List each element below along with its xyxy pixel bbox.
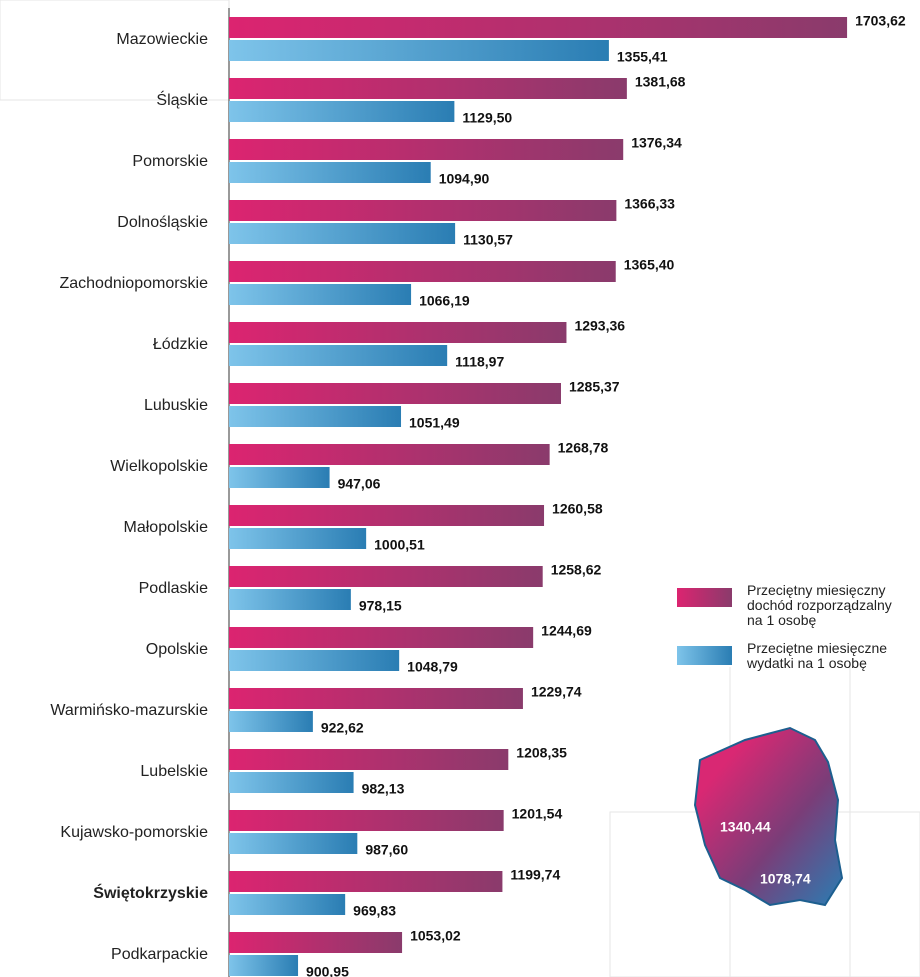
bar (229, 200, 617, 221)
category-label: Wielkopolskie (110, 458, 208, 475)
bar (229, 223, 456, 244)
bar (229, 627, 534, 648)
map-label: 1078,74 (760, 871, 811, 887)
bar (229, 505, 545, 526)
bar (229, 383, 561, 404)
legend-swatch (677, 646, 732, 665)
value-label: 900,95 (306, 964, 349, 977)
bar (229, 40, 609, 61)
bar (229, 284, 412, 305)
value-label: 1268,78 (558, 440, 609, 456)
value-label: 1365,40 (624, 257, 675, 273)
value-label: 1094,90 (439, 171, 490, 187)
category-label: Opolskie (146, 641, 208, 658)
legend-swatch (677, 588, 732, 607)
bar (229, 345, 448, 366)
bar (229, 833, 358, 854)
value-label: 1208,35 (516, 745, 567, 761)
bar (229, 528, 367, 549)
bar (229, 894, 346, 915)
bar (229, 772, 354, 793)
value-label: 1244,69 (541, 623, 592, 639)
value-label: 947,06 (338, 476, 381, 492)
bar (229, 589, 351, 610)
bar (229, 139, 624, 160)
category-label: Małopolskie (124, 519, 209, 536)
value-label: 1201,54 (512, 806, 563, 822)
bar (229, 749, 509, 770)
legend-label: Przeciętny miesięczny dochód rozporządzal… (747, 582, 892, 628)
category-label: Łódzkie (153, 336, 208, 353)
bar (229, 101, 455, 122)
value-label: 922,62 (321, 720, 364, 736)
value-label: 969,83 (353, 903, 396, 919)
value-label: 1048,79 (407, 659, 458, 675)
map-poland (693, 726, 844, 907)
value-label: 1381,68 (635, 74, 686, 90)
value-label: 1293,36 (574, 318, 625, 334)
legend: Przeciętny miesięczny dochód rozporządzal… (677, 582, 892, 671)
bar (229, 467, 330, 488)
bar (229, 322, 567, 343)
map-label: 1340,44 (720, 819, 771, 835)
bar (229, 688, 523, 709)
legend-label: Przeciętne miesięczne wydatki na 1 osobę (746, 640, 887, 671)
bar (229, 162, 431, 183)
category-label: Dolnośląskie (117, 214, 208, 231)
bar (229, 650, 400, 671)
bar (229, 932, 403, 953)
value-label: 987,60 (365, 842, 408, 858)
category-label: Śląskie (156, 90, 208, 109)
value-label: 1703,62 (855, 13, 906, 29)
value-label: 1053,02 (410, 928, 461, 944)
bar (229, 78, 627, 99)
value-label: 1000,51 (374, 537, 425, 553)
value-label: 1366,33 (624, 196, 675, 212)
category-label: Kujawsko-pomorskie (60, 824, 208, 841)
value-label: 1258,62 (551, 562, 602, 578)
category-label: Pomorskie (132, 153, 208, 170)
category-label: Podlaskie (139, 580, 208, 597)
bar (229, 871, 503, 892)
category-label: Warmińsko-mazurskie (50, 702, 208, 719)
bar (229, 711, 313, 732)
category-label: Świętokrzyskie (93, 883, 208, 902)
value-label: 1199,74 (510, 867, 560, 883)
category-label: Mazowieckie (116, 31, 208, 48)
value-label: 1130,57 (463, 232, 513, 248)
bar (229, 955, 299, 976)
value-label: 1285,37 (569, 379, 620, 395)
value-label: 978,15 (359, 598, 402, 614)
category-label: Podkarpackie (111, 946, 208, 963)
value-label: 1376,34 (631, 135, 682, 151)
bar (229, 810, 504, 831)
value-label: 982,13 (362, 781, 405, 797)
value-label: 1260,58 (552, 501, 603, 517)
bar (229, 17, 848, 38)
value-label: 1355,41 (617, 49, 668, 65)
bar (229, 261, 616, 282)
bar (229, 566, 543, 587)
value-label: 1229,74 (531, 684, 582, 700)
category-label: Lubelskie (140, 763, 208, 780)
value-label: 1129,50 (462, 110, 512, 126)
category-label: Zachodniopomorskie (59, 275, 208, 292)
value-label: 1051,49 (409, 415, 460, 431)
bar (229, 444, 550, 465)
bar (229, 406, 402, 427)
value-label: 1066,19 (419, 293, 470, 309)
category-label: Lubuskie (144, 397, 208, 414)
value-label: 1118,97 (455, 354, 504, 370)
